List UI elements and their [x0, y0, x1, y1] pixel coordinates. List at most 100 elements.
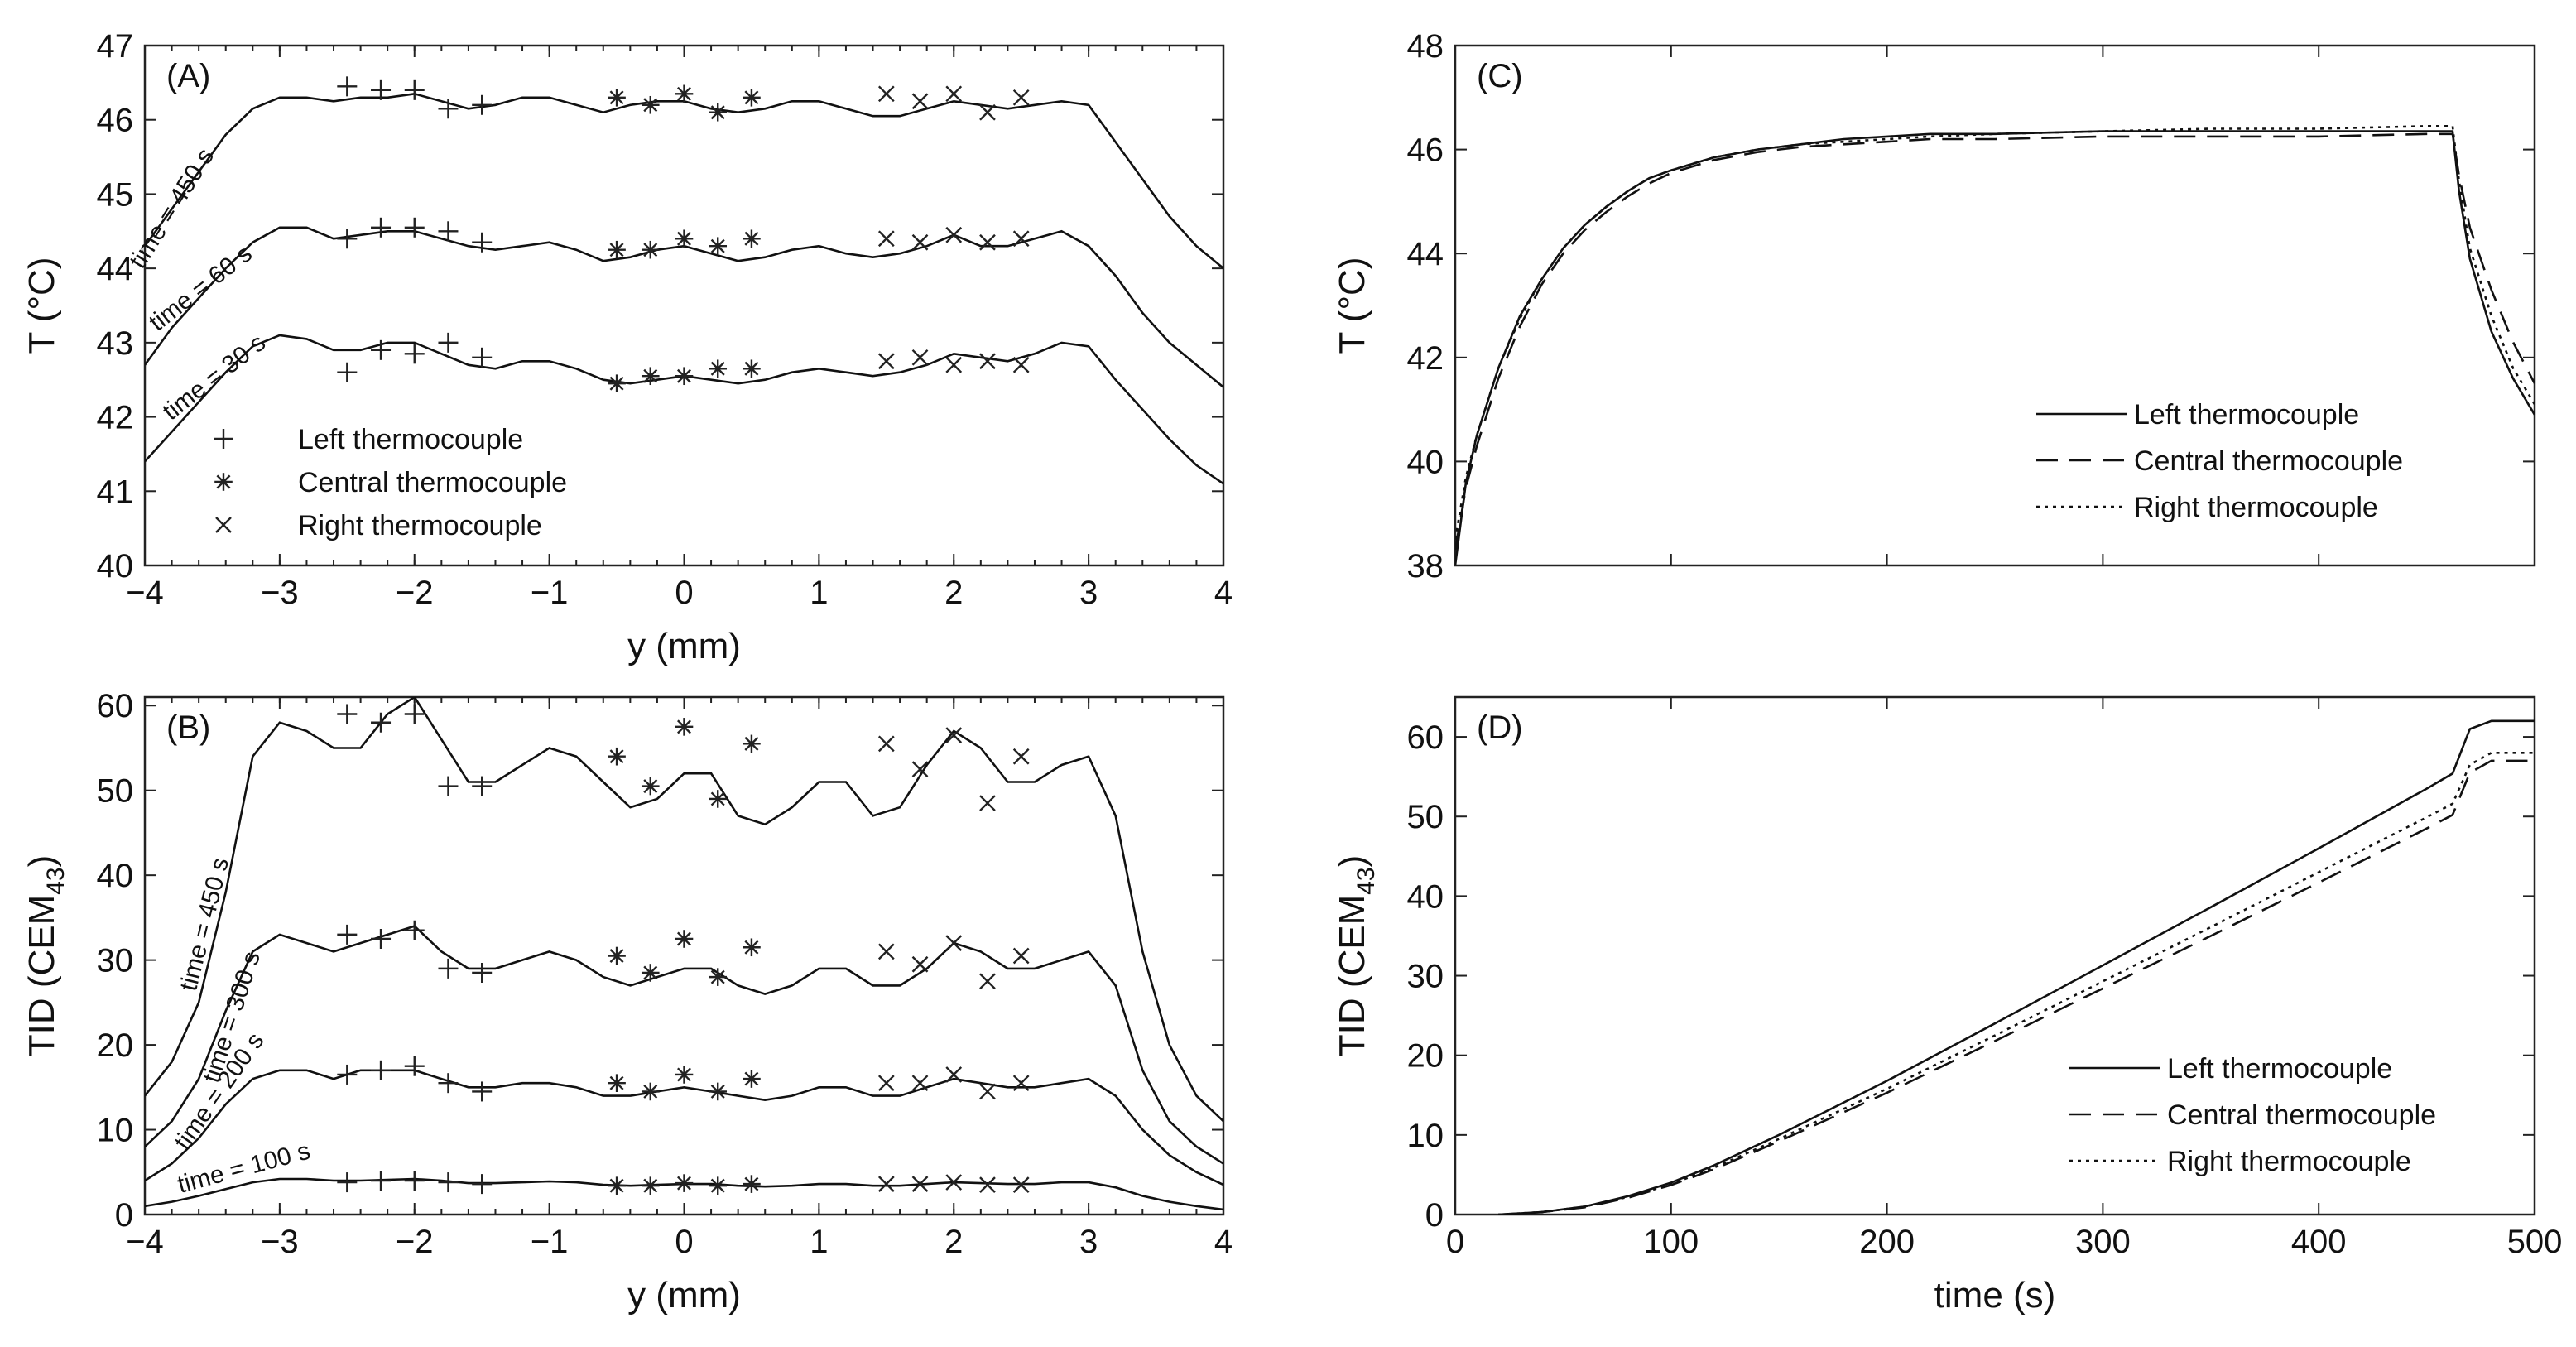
- panel-b: 0 10 20 30 40 50 60 −4 −3 −2 −1 0 1 2 3 4 y (mm) TID (CEM…: [22, 688, 1233, 1316]
- right-thermocouple-marker: [877, 353, 895, 370]
- x-tick-label: 0: [675, 1224, 693, 1260]
- left-thermocouple-marker: [371, 1060, 392, 1080]
- y-axis-label: T (°C): [22, 257, 62, 354]
- y-tick-label: 46: [97, 103, 134, 139]
- legend: Left thermocouple Central thermocouple Rig…: [214, 424, 567, 541]
- central-thermocouple-marker: [608, 1074, 626, 1092]
- left-thermocouple-marker: [472, 776, 493, 796]
- panel-label: (D): [1477, 710, 1523, 746]
- series-line: [1455, 132, 2535, 551]
- x-tick-label: 2: [944, 1224, 963, 1260]
- left-thermocouple-marker: [337, 704, 358, 724]
- left-thermocouple-marker: [404, 920, 425, 940]
- central-thermocouple-marker: [743, 229, 761, 248]
- x-axis-label: time (s): [1934, 1275, 2056, 1316]
- series-line: [145, 1069, 1223, 1186]
- central-thermocouple-marker: [608, 89, 626, 107]
- y-tick-label: 44: [97, 251, 134, 287]
- right-thermocouple-marker: [1012, 356, 1030, 373]
- legend-label: Central thermocouple: [298, 467, 567, 498]
- right-thermocouple-marker: [911, 349, 929, 366]
- central-thermocouple-marker: [641, 95, 660, 114]
- curve-label: time = 30 s: [157, 329, 271, 426]
- central-thermocouple-marker: [709, 359, 728, 378]
- right-thermocouple-marker: [1012, 947, 1030, 965]
- right-thermocouple-marker: [945, 1066, 963, 1083]
- central-thermocouple-marker: [608, 747, 626, 766]
- axes-frame: [1454, 44, 2536, 567]
- central-thermocouple-marker: [743, 938, 761, 957]
- y-tick-label: 48: [1407, 28, 1444, 65]
- left-thermocouple-marker: [371, 929, 392, 950]
- x-tick-label: 400: [2291, 1224, 2347, 1260]
- legend-label: Right thermocouple: [2167, 1146, 2411, 1177]
- right-thermocouple-marker: [979, 353, 996, 370]
- central-thermocouple-marker: [709, 237, 728, 256]
- y-tick-label: 10: [97, 1113, 134, 1149]
- y-tick-label: 0: [115, 1197, 133, 1234]
- left-thermocouple-marker: [371, 339, 392, 360]
- right-thermocouple-marker: [945, 226, 963, 243]
- legend: Left thermocouple Central thermocouple Rig…: [2069, 1053, 2436, 1177]
- x-tick-label: 0: [1446, 1224, 1464, 1260]
- right-thermocouple-marker: [979, 1083, 996, 1100]
- right-thermocouple-marker: [1012, 748, 1030, 765]
- x-tick-label: 300: [2075, 1224, 2131, 1260]
- central-thermocouple-marker: [608, 240, 626, 259]
- legend-label: Left thermocouple: [2134, 399, 2359, 431]
- left-thermocouple-marker: [438, 1172, 459, 1193]
- right-thermocouple-marker: [877, 230, 895, 248]
- y-tick-label: 20: [1407, 1038, 1444, 1075]
- y-tick-label: 43: [97, 325, 134, 362]
- x-tick-label: 4: [1214, 575, 1233, 611]
- central-thermocouple-marker: [675, 1066, 694, 1084]
- y-tick-label: 42: [1407, 340, 1444, 377]
- right-thermocouple-marker: [877, 1176, 895, 1192]
- right-thermocouple-marker: [945, 356, 963, 373]
- central-thermocouple-marker: [709, 1176, 728, 1195]
- central-thermocouple-marker: [641, 1176, 660, 1195]
- panel-label: (A): [166, 58, 210, 94]
- series-line: [1455, 125, 2535, 540]
- series-line: [145, 334, 1223, 485]
- central-thermocouple-marker: [641, 240, 660, 259]
- legend-marker: [214, 473, 233, 491]
- central-thermocouple-marker: [608, 1176, 626, 1195]
- right-thermocouple-marker: [877, 85, 895, 103]
- right-thermocouple-marker: [877, 1075, 895, 1092]
- left-thermocouple-marker: [337, 362, 358, 382]
- axes-frame: [1454, 695, 2536, 1216]
- y-tick-label: 45: [97, 176, 134, 213]
- right-thermocouple-marker: [945, 1174, 963, 1191]
- x-tick-label: −4: [126, 1224, 164, 1260]
- y-tick-label: 60: [1407, 719, 1444, 756]
- right-thermocouple-marker: [979, 103, 996, 121]
- x-axis-label: y (mm): [627, 1275, 741, 1316]
- central-thermocouple-marker: [709, 968, 728, 986]
- left-thermocouple-marker: [337, 924, 358, 945]
- right-thermocouple-marker: [877, 943, 895, 960]
- central-thermocouple-marker: [641, 367, 660, 386]
- left-thermocouple-marker: [472, 347, 493, 368]
- y-tick-label: 20: [97, 1027, 134, 1064]
- x-tick-label: 0: [675, 575, 693, 611]
- central-thermocouple-marker: [743, 734, 761, 753]
- central-thermocouple-marker: [641, 964, 660, 982]
- left-thermocouple-marker: [438, 958, 459, 979]
- right-thermocouple-marker: [945, 85, 963, 103]
- y-tick-label: 50: [1407, 799, 1444, 835]
- left-thermocouple-marker: [404, 344, 425, 364]
- y-tick-label: 50: [97, 773, 134, 810]
- right-thermocouple-marker: [945, 727, 963, 743]
- legend-label: Left thermocouple: [2167, 1053, 2392, 1085]
- x-tick-label: −2: [396, 1224, 434, 1260]
- panel-d: 0 10 20 30 40 50 60 0 100 200 300 400 500 time (s) TID…: [1332, 695, 2563, 1316]
- x-tick-label: 1: [810, 575, 828, 611]
- legend-marker: [215, 517, 232, 533]
- right-thermocouple-marker: [979, 973, 996, 990]
- x-tick-label: 500: [2507, 1224, 2563, 1260]
- x-tick-label: 3: [1079, 575, 1098, 611]
- x-tick-label: −2: [396, 575, 434, 611]
- x-tick-label: 100: [1643, 1224, 1699, 1260]
- legend-label: Left thermocouple: [298, 424, 523, 455]
